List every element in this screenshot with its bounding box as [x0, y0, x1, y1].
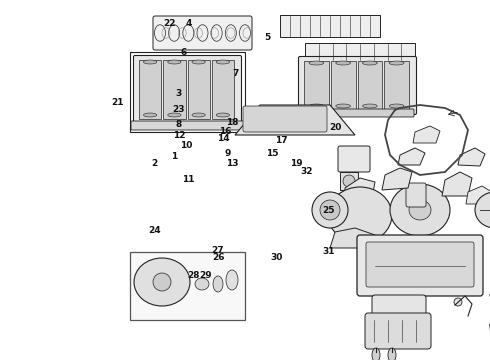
Text: 22: 22 — [163, 19, 175, 28]
Text: 21: 21 — [111, 98, 124, 107]
Polygon shape — [466, 186, 490, 204]
Polygon shape — [345, 178, 375, 200]
Text: 16: 16 — [219, 127, 232, 136]
Polygon shape — [382, 168, 412, 190]
Ellipse shape — [336, 61, 350, 65]
FancyBboxPatch shape — [372, 295, 426, 323]
Ellipse shape — [192, 113, 205, 117]
Text: 2: 2 — [151, 159, 157, 168]
Text: 1: 1 — [171, 152, 177, 161]
Bar — [358, 61, 382, 110]
Text: 25: 25 — [322, 206, 335, 215]
Text: 3: 3 — [176, 89, 182, 98]
Text: 8: 8 — [176, 120, 182, 129]
Bar — [305, 43, 415, 61]
Ellipse shape — [328, 187, 392, 243]
Ellipse shape — [226, 270, 238, 290]
Text: 11: 11 — [182, 175, 195, 184]
Text: 29: 29 — [199, 271, 212, 280]
FancyBboxPatch shape — [406, 183, 426, 207]
Polygon shape — [413, 126, 440, 143]
FancyBboxPatch shape — [301, 109, 414, 117]
FancyBboxPatch shape — [243, 106, 327, 132]
Text: 28: 28 — [187, 271, 200, 280]
Ellipse shape — [372, 348, 380, 360]
FancyBboxPatch shape — [357, 235, 483, 296]
Polygon shape — [398, 148, 425, 165]
Text: 19: 19 — [290, 159, 303, 168]
Bar — [280, 15, 380, 37]
Bar — [130, 252, 245, 320]
Ellipse shape — [336, 104, 350, 108]
Ellipse shape — [144, 113, 157, 117]
Ellipse shape — [168, 60, 181, 64]
Ellipse shape — [168, 113, 181, 117]
Ellipse shape — [454, 298, 462, 306]
Ellipse shape — [320, 200, 340, 220]
Bar — [139, 60, 161, 119]
Ellipse shape — [216, 113, 229, 117]
Ellipse shape — [388, 348, 396, 360]
Ellipse shape — [309, 104, 324, 108]
Ellipse shape — [153, 273, 171, 291]
FancyBboxPatch shape — [153, 16, 252, 50]
Bar — [340, 172, 358, 190]
Ellipse shape — [312, 192, 348, 228]
Text: 10: 10 — [180, 141, 193, 150]
Polygon shape — [330, 228, 375, 248]
Text: 5: 5 — [264, 33, 270, 42]
Bar — [163, 60, 186, 119]
Text: 15: 15 — [266, 149, 278, 158]
Ellipse shape — [409, 200, 431, 220]
Text: 7: 7 — [232, 69, 239, 78]
Polygon shape — [442, 172, 472, 196]
Ellipse shape — [195, 278, 209, 290]
Ellipse shape — [475, 192, 490, 228]
Text: 17: 17 — [275, 136, 288, 145]
Bar — [331, 61, 356, 110]
Text: 30: 30 — [270, 253, 283, 262]
Ellipse shape — [363, 61, 377, 65]
Ellipse shape — [390, 184, 450, 236]
FancyBboxPatch shape — [338, 146, 370, 172]
Ellipse shape — [144, 60, 157, 64]
Text: 18: 18 — [226, 118, 239, 127]
Text: 27: 27 — [212, 246, 224, 255]
Text: 20: 20 — [329, 123, 342, 132]
Bar — [212, 60, 234, 119]
Text: 31: 31 — [322, 247, 335, 256]
Text: 4: 4 — [185, 19, 192, 28]
Text: 32: 32 — [300, 166, 313, 175]
Ellipse shape — [216, 60, 229, 64]
Polygon shape — [458, 148, 485, 166]
Bar — [384, 61, 409, 110]
Ellipse shape — [389, 104, 404, 108]
Ellipse shape — [134, 258, 190, 306]
Ellipse shape — [343, 175, 355, 187]
FancyBboxPatch shape — [366, 242, 474, 287]
Text: 14: 14 — [217, 134, 229, 143]
Text: 24: 24 — [148, 226, 161, 235]
Ellipse shape — [389, 61, 404, 65]
Polygon shape — [235, 105, 355, 135]
Text: 6: 6 — [181, 48, 187, 57]
FancyBboxPatch shape — [365, 313, 431, 349]
FancyBboxPatch shape — [131, 121, 244, 130]
Bar — [130, 52, 245, 132]
Ellipse shape — [309, 61, 324, 65]
Text: 13: 13 — [226, 159, 239, 168]
FancyBboxPatch shape — [133, 55, 242, 123]
Ellipse shape — [213, 276, 223, 292]
Bar — [304, 61, 329, 110]
Bar — [188, 60, 210, 119]
Text: 12: 12 — [172, 130, 185, 139]
Text: 9: 9 — [224, 149, 231, 158]
Text: 23: 23 — [172, 105, 185, 114]
Ellipse shape — [363, 104, 377, 108]
Ellipse shape — [192, 60, 205, 64]
FancyBboxPatch shape — [298, 57, 416, 114]
Text: 26: 26 — [212, 253, 224, 262]
